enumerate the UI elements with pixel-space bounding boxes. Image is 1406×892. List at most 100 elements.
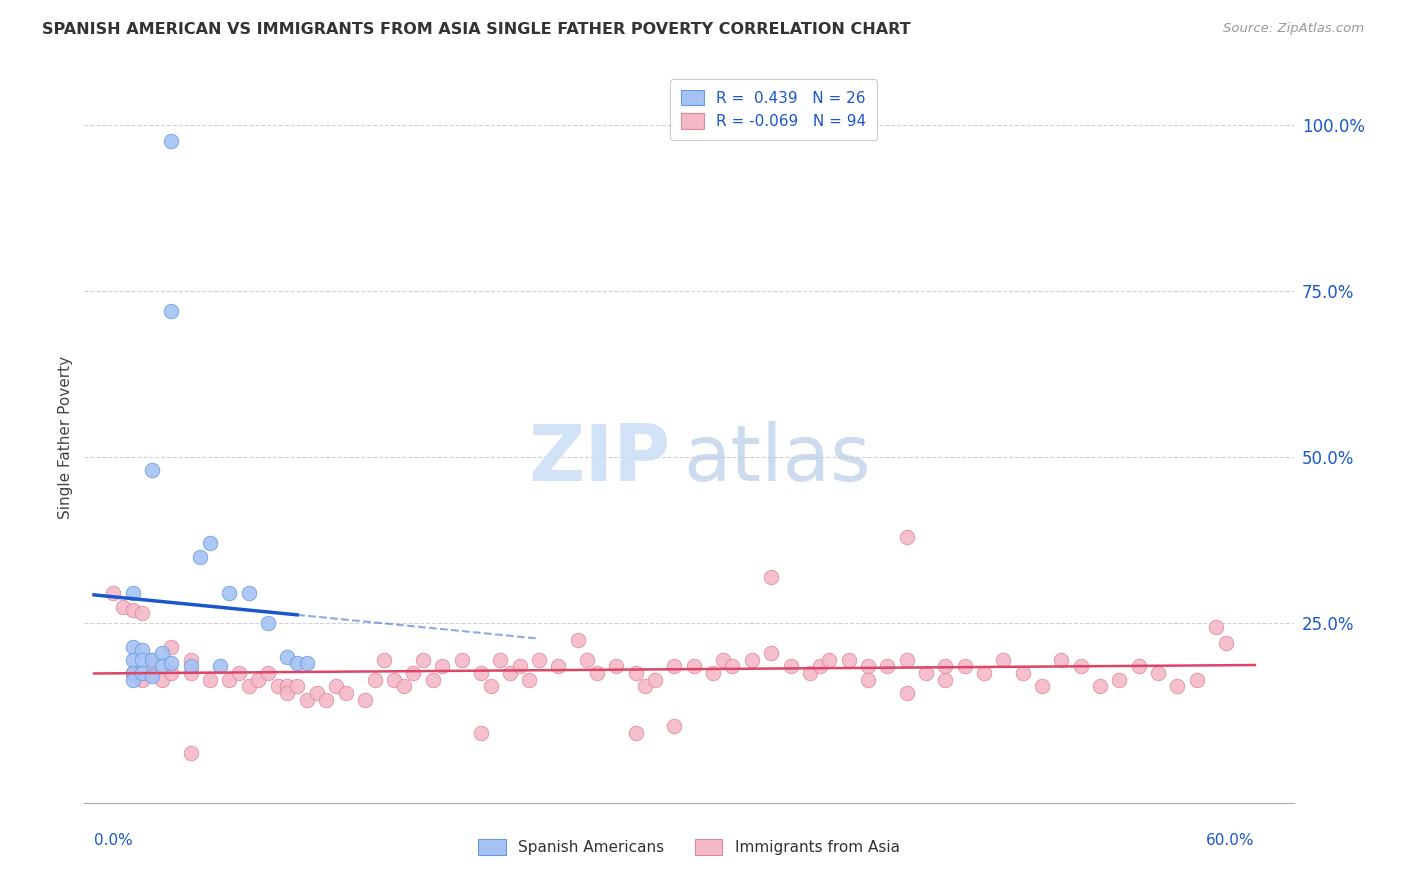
Point (489, 653, 512, 667)
Point (634, 680, 657, 694)
Point (121, 586, 143, 600)
Point (150, 659, 173, 673)
Point (1205, 619, 1227, 633)
Point (373, 653, 395, 667)
Point (267, 680, 290, 694)
Point (285, 656, 308, 670)
Point (103, 586, 125, 600)
Point (953, 659, 976, 673)
Point (180, 666, 202, 681)
Point (934, 673, 956, 687)
Point (131, 673, 153, 687)
Point (180, 653, 202, 667)
Point (354, 692, 377, 706)
Point (605, 659, 627, 673)
Point (1128, 659, 1150, 673)
Point (567, 632, 589, 647)
Point (527, 653, 550, 667)
Point (238, 586, 260, 600)
Point (228, 666, 250, 681)
Point (160, 640, 183, 654)
Point (470, 666, 492, 681)
Point (392, 680, 415, 694)
Point (934, 659, 956, 673)
Point (160, 666, 183, 681)
Text: SPANISH AMERICAN VS IMMIGRANTS FROM ASIA SINGLE FATHER POVERTY CORRELATION CHART: SPANISH AMERICAN VS IMMIGRANTS FROM ASIA… (42, 22, 911, 37)
Point (160, 303, 183, 318)
Point (741, 653, 763, 667)
Point (141, 653, 163, 667)
Point (856, 673, 879, 687)
Point (257, 666, 280, 681)
Point (1185, 673, 1208, 687)
Point (711, 653, 734, 667)
Point (238, 680, 260, 694)
Point (131, 666, 153, 681)
Point (450, 653, 472, 667)
Point (973, 666, 995, 681)
Point (779, 659, 801, 673)
Point (257, 616, 280, 631)
Point (121, 673, 143, 687)
Text: ZIP: ZIP (529, 421, 671, 497)
Point (141, 666, 163, 681)
Text: 0.0%: 0.0% (94, 833, 132, 848)
Point (276, 686, 298, 700)
Point (624, 726, 647, 740)
Point (295, 656, 318, 670)
Point (247, 673, 270, 687)
Point (363, 673, 385, 687)
Point (818, 653, 841, 667)
Point (517, 673, 540, 687)
Point (721, 659, 744, 673)
Point (876, 659, 898, 673)
Point (112, 599, 135, 614)
Point (1108, 673, 1130, 687)
Point (160, 656, 183, 670)
Point (218, 586, 240, 600)
Point (190, 549, 212, 564)
Point (808, 659, 831, 673)
Point (180, 659, 202, 673)
Point (150, 646, 173, 660)
Point (121, 603, 143, 617)
Point (1147, 666, 1170, 681)
Point (509, 659, 531, 673)
Point (325, 680, 347, 694)
Point (276, 680, 298, 694)
Point (499, 666, 522, 681)
Point (547, 659, 569, 673)
Point (470, 726, 492, 740)
Point (993, 653, 1015, 667)
Point (856, 659, 879, 673)
Point (1088, 680, 1111, 694)
Point (180, 746, 202, 760)
Point (121, 653, 143, 667)
Point (664, 659, 686, 673)
Point (759, 570, 782, 584)
Point (402, 666, 425, 681)
Point (1166, 680, 1188, 694)
Point (644, 673, 666, 687)
Point (131, 643, 153, 657)
Point (382, 673, 405, 687)
Point (896, 686, 918, 700)
Point (141, 463, 163, 477)
Y-axis label: Single Father Poverty: Single Father Poverty (58, 356, 73, 518)
Point (218, 673, 240, 687)
Point (915, 666, 938, 681)
Point (295, 692, 318, 706)
Legend: Spanish Americans, Immigrants from Asia: Spanish Americans, Immigrants from Asia (472, 833, 905, 861)
Point (664, 719, 686, 733)
Point (198, 673, 221, 687)
Point (121, 666, 143, 681)
Point (121, 666, 143, 681)
Point (1031, 680, 1053, 694)
Text: 60.0%: 60.0% (1206, 833, 1254, 848)
Point (412, 653, 434, 667)
Point (702, 666, 724, 681)
Point (1070, 659, 1092, 673)
Point (131, 607, 153, 621)
Point (141, 653, 163, 667)
Point (422, 673, 444, 687)
